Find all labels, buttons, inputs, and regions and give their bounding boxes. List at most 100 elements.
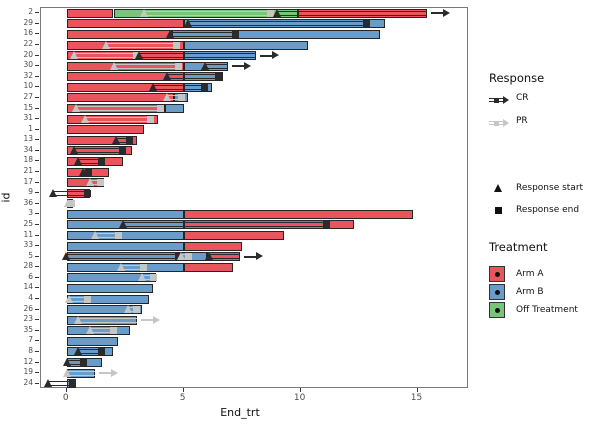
y-tick-mark (35, 213, 39, 215)
y-tick-mark (35, 372, 39, 374)
legend-arrow-head (503, 96, 509, 104)
y-tick-mark (35, 22, 39, 24)
response-start-triangle (48, 188, 57, 197)
treatment-bar-segment (66, 82, 184, 92)
response-start-triangle (135, 51, 144, 60)
x-tick-label: 10 (293, 393, 306, 403)
treatment-bar-segment (164, 104, 184, 114)
legend-treatment-item-label: Off Treatment (516, 305, 578, 315)
response-line-pr (78, 317, 137, 323)
y-tick-mark (35, 340, 39, 342)
y-tick-mark (35, 245, 39, 247)
treatment-bar-segment (66, 51, 184, 61)
legend-response-title: Response (489, 71, 545, 85)
treatment-bar-segment (66, 241, 184, 251)
legend-shape-item-label: Response end (516, 205, 580, 215)
response-end-square (175, 62, 183, 70)
treatment-bar-segment (66, 61, 184, 71)
y-tick-label: 6 (28, 271, 33, 281)
response-end-square (177, 94, 185, 102)
ongoing-arrow-head (272, 51, 280, 60)
response-line-cr (188, 21, 367, 27)
y-tick-label: 28 (23, 261, 33, 271)
ongoing-arrow-shaft (140, 319, 153, 322)
ongoing-arrow-shaft (430, 12, 443, 15)
legend-arrow-mid-square (494, 120, 499, 126)
y-tick-label: 25 (23, 218, 33, 228)
ongoing-arrow-shaft (243, 255, 256, 258)
response-line-cr (78, 349, 102, 355)
treatment-bar-segment (66, 93, 175, 103)
response-line-pr (94, 233, 119, 239)
response-end-square (215, 73, 223, 81)
y-tick-label: 18 (23, 155, 33, 165)
response-line-cr (48, 381, 73, 387)
y-tick-mark (35, 255, 39, 257)
y-tick-mark (35, 234, 39, 236)
response-line-cr (73, 148, 123, 154)
treatment-bar-segment (183, 72, 224, 82)
legend-response-end-square-icon (495, 207, 502, 214)
response-start-triangle (62, 368, 71, 377)
response-start-triangle (123, 305, 132, 314)
response-end-square (184, 253, 192, 261)
legend-treatment-item-label: Arm B (516, 287, 544, 297)
legend-shape-item-label: Response start (516, 183, 584, 193)
y-tick-label: 29 (23, 17, 33, 27)
y-tick-label: 22 (23, 39, 33, 49)
response-line-cr (52, 190, 88, 196)
y-tick-label: 31 (23, 113, 33, 123)
legend-treatment-item-label: Arm A (516, 269, 544, 279)
treatment-bar-segment (183, 231, 285, 241)
treatment-bar-segment (66, 104, 165, 114)
treatment-bar-segment (183, 220, 355, 230)
y-tick-mark (35, 86, 39, 88)
y-tick-label: 12 (23, 356, 33, 366)
response-line-cr (65, 254, 179, 260)
response-start-triangle (61, 252, 70, 261)
treatment-bar-segment (298, 8, 427, 18)
response-end-square (133, 306, 141, 314)
response-start-triangle (74, 315, 83, 324)
y-tick-label: 30 (23, 60, 33, 70)
legend-swatch-dot (495, 290, 500, 295)
response-start-triangle (109, 61, 118, 70)
response-line-cr (167, 74, 219, 80)
response-start-triangle (137, 273, 146, 282)
response-line-pr (143, 10, 271, 16)
response-start-triangle (116, 262, 125, 271)
y-tick-mark (35, 266, 39, 268)
response-end-square (149, 274, 157, 282)
y-tick-label: 36 (23, 197, 33, 207)
response-end-square (84, 189, 92, 197)
treatment-bar-segment (66, 326, 130, 336)
legend-arrow-head (503, 119, 509, 127)
response-start-triangle (200, 61, 209, 70)
response-line-cr (66, 360, 84, 366)
response-start-triangle (111, 135, 120, 144)
treatment-bar-segment (66, 72, 184, 82)
response-line-pr (120, 264, 144, 270)
treatment-bar-segment (183, 51, 257, 61)
response-start-triangle (62, 358, 71, 367)
y-tick-mark (35, 223, 39, 225)
y-tick-mark (35, 308, 39, 310)
y-tick-mark (35, 65, 39, 67)
response-line-pr (69, 296, 88, 302)
ongoing-arrow-head (255, 252, 263, 261)
response-end-square (173, 41, 181, 49)
response-end-square (84, 295, 92, 303)
response-start-triangle (139, 8, 148, 17)
legend-response-item-label: PR (516, 116, 528, 126)
y-tick-mark (35, 202, 39, 204)
response-line-pr (73, 53, 137, 59)
response-start-triangle (273, 8, 282, 17)
ongoing-arrow-head (152, 315, 160, 324)
legend-treatment-title: Treatment (489, 240, 548, 254)
y-tick-label: 21 (23, 166, 33, 176)
ongoing-arrow-head (442, 8, 450, 17)
y-tick-mark (35, 12, 39, 14)
y-tick-label: 27 (23, 91, 33, 101)
treatment-bar-segment (66, 231, 184, 241)
y-tick-mark (35, 54, 39, 56)
